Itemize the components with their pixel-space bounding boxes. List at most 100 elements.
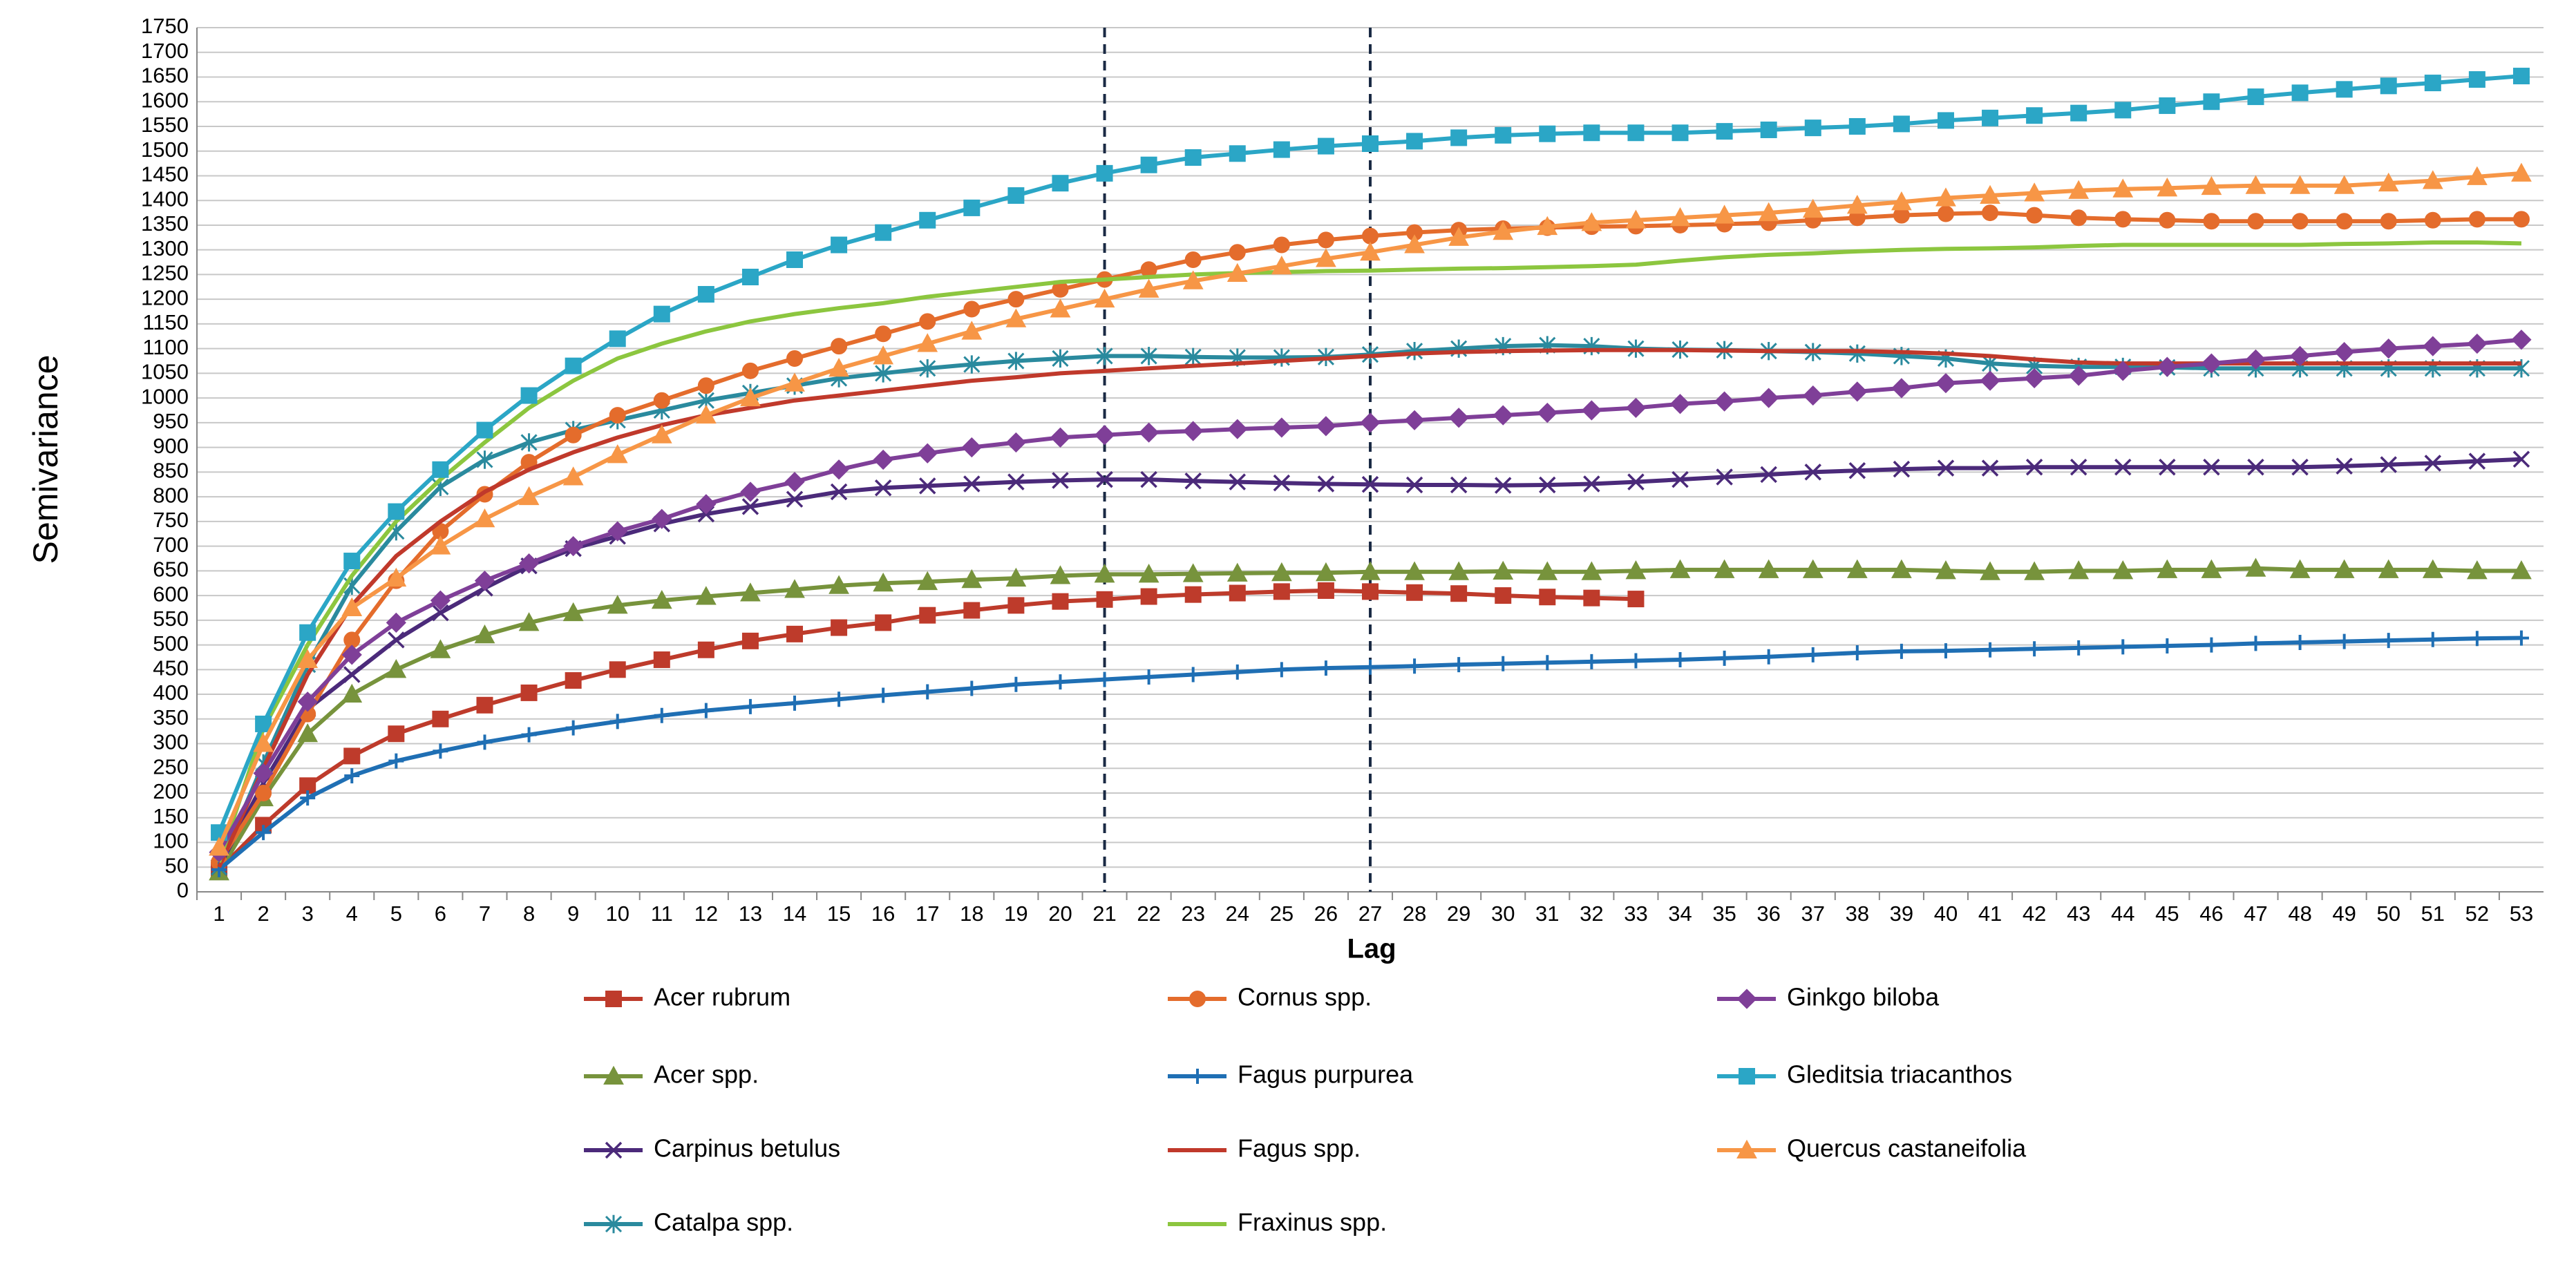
y-axis-label: Semivariance <box>26 355 65 564</box>
marker <box>1007 187 1025 204</box>
marker <box>565 672 582 689</box>
y-tick-label: 200 <box>153 779 189 803</box>
marker <box>2159 97 2176 114</box>
y-tick-label: 450 <box>153 656 189 680</box>
marker <box>2424 455 2442 472</box>
y-tick-label: 1150 <box>142 310 189 334</box>
marker <box>2333 175 2355 194</box>
x-tick-label: 31 <box>1535 901 1559 926</box>
y-tick-label: 650 <box>153 557 189 582</box>
marker <box>2070 209 2087 227</box>
marker <box>875 614 892 631</box>
marker <box>476 696 493 714</box>
marker <box>1005 567 1027 587</box>
marker <box>1804 464 1821 481</box>
marker <box>2070 458 2087 476</box>
marker <box>388 631 405 649</box>
x-tick-label: 33 <box>1624 901 1647 926</box>
marker <box>1229 664 1245 680</box>
marker <box>740 582 761 602</box>
marker <box>1271 562 1292 582</box>
marker <box>1140 470 1157 488</box>
series-line <box>217 240 2522 864</box>
marker <box>255 715 272 732</box>
marker <box>343 553 361 570</box>
marker <box>919 477 936 495</box>
marker <box>1891 559 1912 578</box>
marker <box>1406 133 1423 150</box>
marker <box>565 720 581 736</box>
marker <box>297 649 319 669</box>
marker <box>605 1141 623 1159</box>
marker <box>1935 373 1956 394</box>
x-tick-label: 13 <box>739 901 762 926</box>
marker <box>2247 458 2264 476</box>
marker <box>2511 560 2532 580</box>
marker <box>2157 178 2178 197</box>
y-tick-label: 150 <box>153 804 189 828</box>
legend-label: Fagus spp. <box>1238 1134 1361 1163</box>
marker <box>1450 129 1468 146</box>
marker <box>961 437 982 458</box>
marker <box>2159 458 2176 476</box>
marker <box>1584 653 1600 669</box>
marker <box>919 313 936 330</box>
marker <box>873 345 894 365</box>
x-tick-label: 32 <box>1580 901 1603 926</box>
marker <box>2291 84 2309 102</box>
marker <box>2026 107 2043 124</box>
marker <box>2380 456 2397 473</box>
marker <box>2511 330 2532 350</box>
marker <box>2112 361 2133 381</box>
legend-label: Acer rubrum <box>654 983 790 1011</box>
y-tick-label: 1400 <box>141 187 189 211</box>
marker <box>2025 458 2043 476</box>
marker <box>1406 342 1423 361</box>
marker <box>1980 184 2000 204</box>
marker <box>2247 213 2264 230</box>
series <box>210 450 2530 876</box>
marker <box>1140 156 1157 173</box>
marker <box>300 790 316 806</box>
marker <box>1316 562 1336 582</box>
marker <box>2114 102 2132 119</box>
marker <box>2203 213 2220 230</box>
marker <box>1052 175 1069 192</box>
marker <box>299 624 316 641</box>
marker <box>2026 207 2043 224</box>
marker <box>1273 474 1291 492</box>
x-tick-label: 44 <box>2111 901 2134 926</box>
marker <box>2024 182 2045 202</box>
marker <box>562 466 584 486</box>
marker <box>1273 583 1290 600</box>
y-tick-label: 700 <box>153 533 189 557</box>
marker <box>474 624 495 644</box>
marker <box>607 521 628 542</box>
marker <box>2336 213 2353 230</box>
marker <box>740 387 761 407</box>
marker <box>919 359 936 378</box>
x-tick-label: 41 <box>1978 901 2002 926</box>
marker <box>1714 559 1735 578</box>
marker <box>875 687 891 703</box>
marker <box>1050 565 1071 584</box>
marker <box>1625 209 1647 229</box>
marker <box>875 325 892 343</box>
marker <box>1494 477 1512 494</box>
marker <box>476 450 493 469</box>
marker <box>1361 476 1379 493</box>
marker <box>1318 660 1334 676</box>
y-tick-label: 350 <box>153 705 189 729</box>
marker <box>1007 352 1025 370</box>
legend-item: Acer spp. <box>584 1060 759 1089</box>
marker <box>2068 365 2089 386</box>
marker <box>917 443 938 464</box>
x-tick-label: 42 <box>2023 901 2046 926</box>
x-tick-label: 9 <box>567 901 579 926</box>
marker <box>1097 671 1112 687</box>
marker <box>831 338 848 355</box>
y-tick-label: 1000 <box>141 384 189 408</box>
marker <box>1008 676 1024 692</box>
marker <box>1716 123 1733 140</box>
